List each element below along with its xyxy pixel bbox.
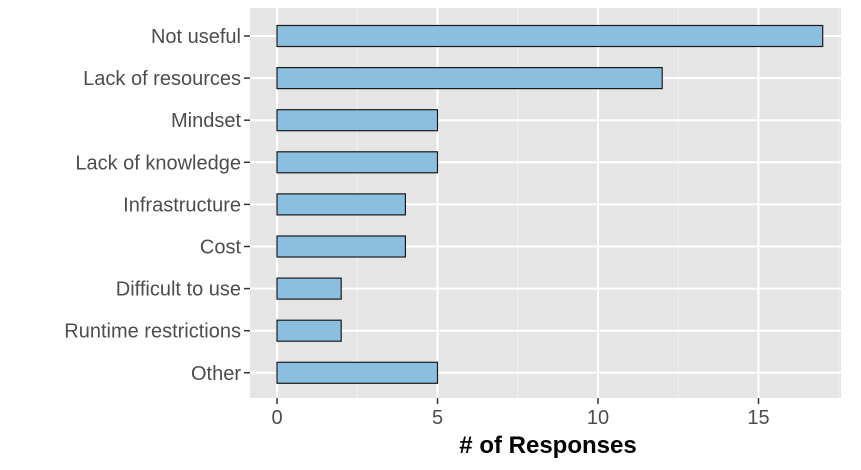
x-axis: 0 5 10 15 xyxy=(271,398,770,429)
bar-other xyxy=(276,361,439,384)
y-tick-label: Infrastructure xyxy=(123,194,241,216)
bar-lack-of-knowledge xyxy=(276,151,439,174)
y-tick-label: Difficult to use xyxy=(116,279,241,301)
x-axis-title: # of Responses xyxy=(459,432,636,459)
y-tick-label: Lack of resources xyxy=(83,68,241,90)
y-tick-label: Not useful xyxy=(151,26,241,48)
bar-difficult-to-use xyxy=(276,277,342,300)
y-tick-label: Cost xyxy=(200,237,242,259)
bar-lack-of-resources xyxy=(276,66,663,90)
y-tick-label: Mindset xyxy=(171,110,241,132)
bar-cost xyxy=(276,235,406,258)
y-tick-label: Other xyxy=(191,363,241,385)
bar-runtime-restrictions xyxy=(276,319,342,342)
bar-mindset xyxy=(276,109,439,132)
y-tick-label: Runtime restrictions xyxy=(64,321,241,343)
y-axis: Not useful Lack of resources Mindset Lack o… xyxy=(64,26,250,385)
x-tick-label: 0 xyxy=(271,407,282,429)
bars xyxy=(276,24,824,384)
bar-infrastructure xyxy=(276,193,406,216)
x-tick-label: 5 xyxy=(432,407,443,429)
y-tick-label: Lack of knowledge xyxy=(75,152,241,174)
x-tick-label: 15 xyxy=(747,407,769,429)
bar-not-useful xyxy=(276,24,824,48)
x-tick-label: 10 xyxy=(587,407,609,429)
